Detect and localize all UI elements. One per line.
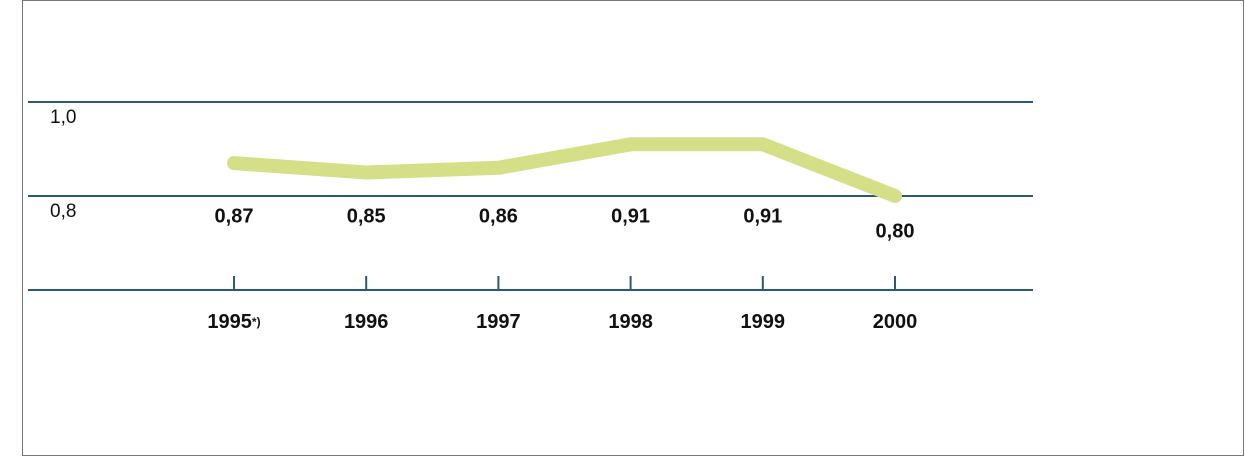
- category: 1996: [344, 311, 389, 333]
- data-label: 0,91: [611, 205, 650, 227]
- x-tick-label: 1995*): [207, 311, 260, 333]
- data-label: 0,86: [479, 205, 518, 227]
- data-label: 0,85: [347, 205, 386, 227]
- category: 2000: [873, 311, 918, 333]
- y-tick-label: 0,8: [50, 201, 76, 222]
- category: 1999: [741, 311, 786, 333]
- category: 1997: [476, 311, 521, 333]
- x-tick-label: 1996: [344, 311, 389, 333]
- data-line: [227, 137, 902, 203]
- x-tick-label: 1998: [608, 311, 653, 333]
- category: 1998: [608, 311, 653, 333]
- x-tick-label: 2000: [873, 311, 918, 333]
- x-tick-label: 1997: [476, 311, 521, 333]
- x-tick-label: 1999: [741, 311, 786, 333]
- y-tick-label: 1,0: [50, 107, 76, 128]
- data-label: 0,91: [743, 205, 782, 227]
- data-label: 0,87: [215, 205, 254, 227]
- category-note: *): [252, 315, 261, 329]
- data-label: 0,80: [876, 220, 915, 242]
- category: 1995: [207, 311, 252, 333]
- frame: [22, 0, 1244, 456]
